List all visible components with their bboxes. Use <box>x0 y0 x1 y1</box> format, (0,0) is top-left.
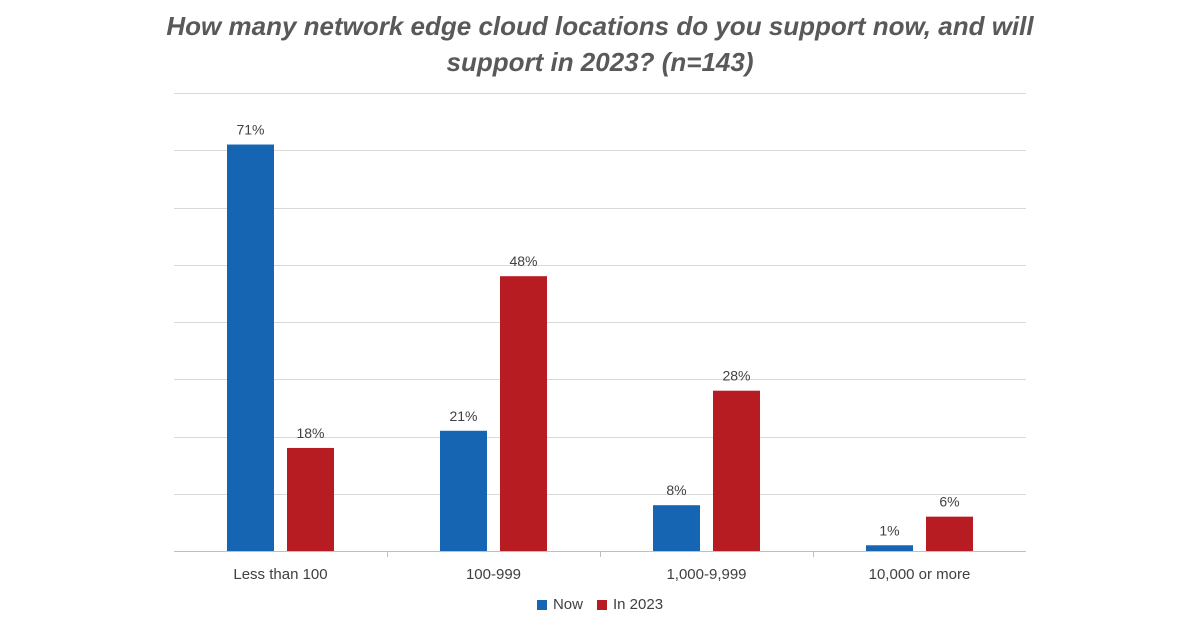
data-label-in-2023: 28% <box>722 368 750 384</box>
bars <box>227 144 973 551</box>
x-axis-tick-labels: Less than 100 100-999 1,000-9,999 10,000 or… <box>233 566 970 583</box>
data-label-in-2023: 6% <box>939 494 959 510</box>
bar-in-2023 <box>500 276 547 551</box>
legend: Now In 2023 <box>0 596 1200 613</box>
data-label-in-2023: 48% <box>509 253 537 269</box>
chart-title: How many network edge cloud locations do… <box>166 11 1034 77</box>
data-label-now: 1% <box>879 522 899 538</box>
data-labels: 71% 18% 21% 48% 8% 28% 1% 6% <box>236 122 959 539</box>
bar-in-2023 <box>287 447 334 551</box>
legend-swatch-in-2023 <box>596 599 607 610</box>
legend-swatch-now <box>536 599 547 610</box>
bar-in-2023 <box>926 516 973 551</box>
x-tick-label: Less than 100 <box>233 566 327 583</box>
legend-item-in-2023: In 2023 <box>596 596 664 613</box>
legend-item-now: Now <box>536 596 583 613</box>
legend-label-in-2023: In 2023 <box>612 596 664 613</box>
legend-label-now: Now <box>552 596 583 613</box>
data-label-now: 21% <box>449 408 477 424</box>
data-label-now: 71% <box>236 122 264 138</box>
x-tick-label: 100-999 <box>466 566 521 583</box>
x-tick-label: 10,000 or more <box>869 566 971 583</box>
x-tick-label: 1,000-9,999 <box>666 566 746 583</box>
gridlines <box>174 93 1026 557</box>
bar-now <box>653 505 700 551</box>
bar-now <box>227 144 274 551</box>
bar-now <box>866 545 913 551</box>
bar-in-2023 <box>713 390 760 551</box>
bar-now <box>440 430 487 551</box>
data-label-now: 8% <box>666 482 686 498</box>
data-label-in-2023: 18% <box>296 425 324 441</box>
